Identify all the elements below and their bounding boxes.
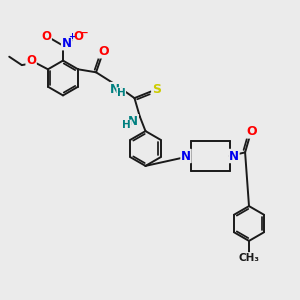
Text: S: S [152,82,161,96]
Text: O: O [41,30,51,43]
Text: N: N [181,149,191,163]
Text: O: O [73,30,83,43]
Text: +: + [68,32,76,41]
Text: N: N [110,82,120,96]
Text: H: H [117,88,126,98]
Text: N: N [128,115,138,128]
Text: N: N [229,149,239,163]
Text: H: H [122,120,131,130]
Text: O: O [98,45,109,58]
Text: N: N [61,37,72,50]
Text: O: O [247,125,257,138]
Text: CH₃: CH₃ [238,253,260,263]
Text: −: − [80,27,88,38]
Text: O: O [26,54,36,67]
